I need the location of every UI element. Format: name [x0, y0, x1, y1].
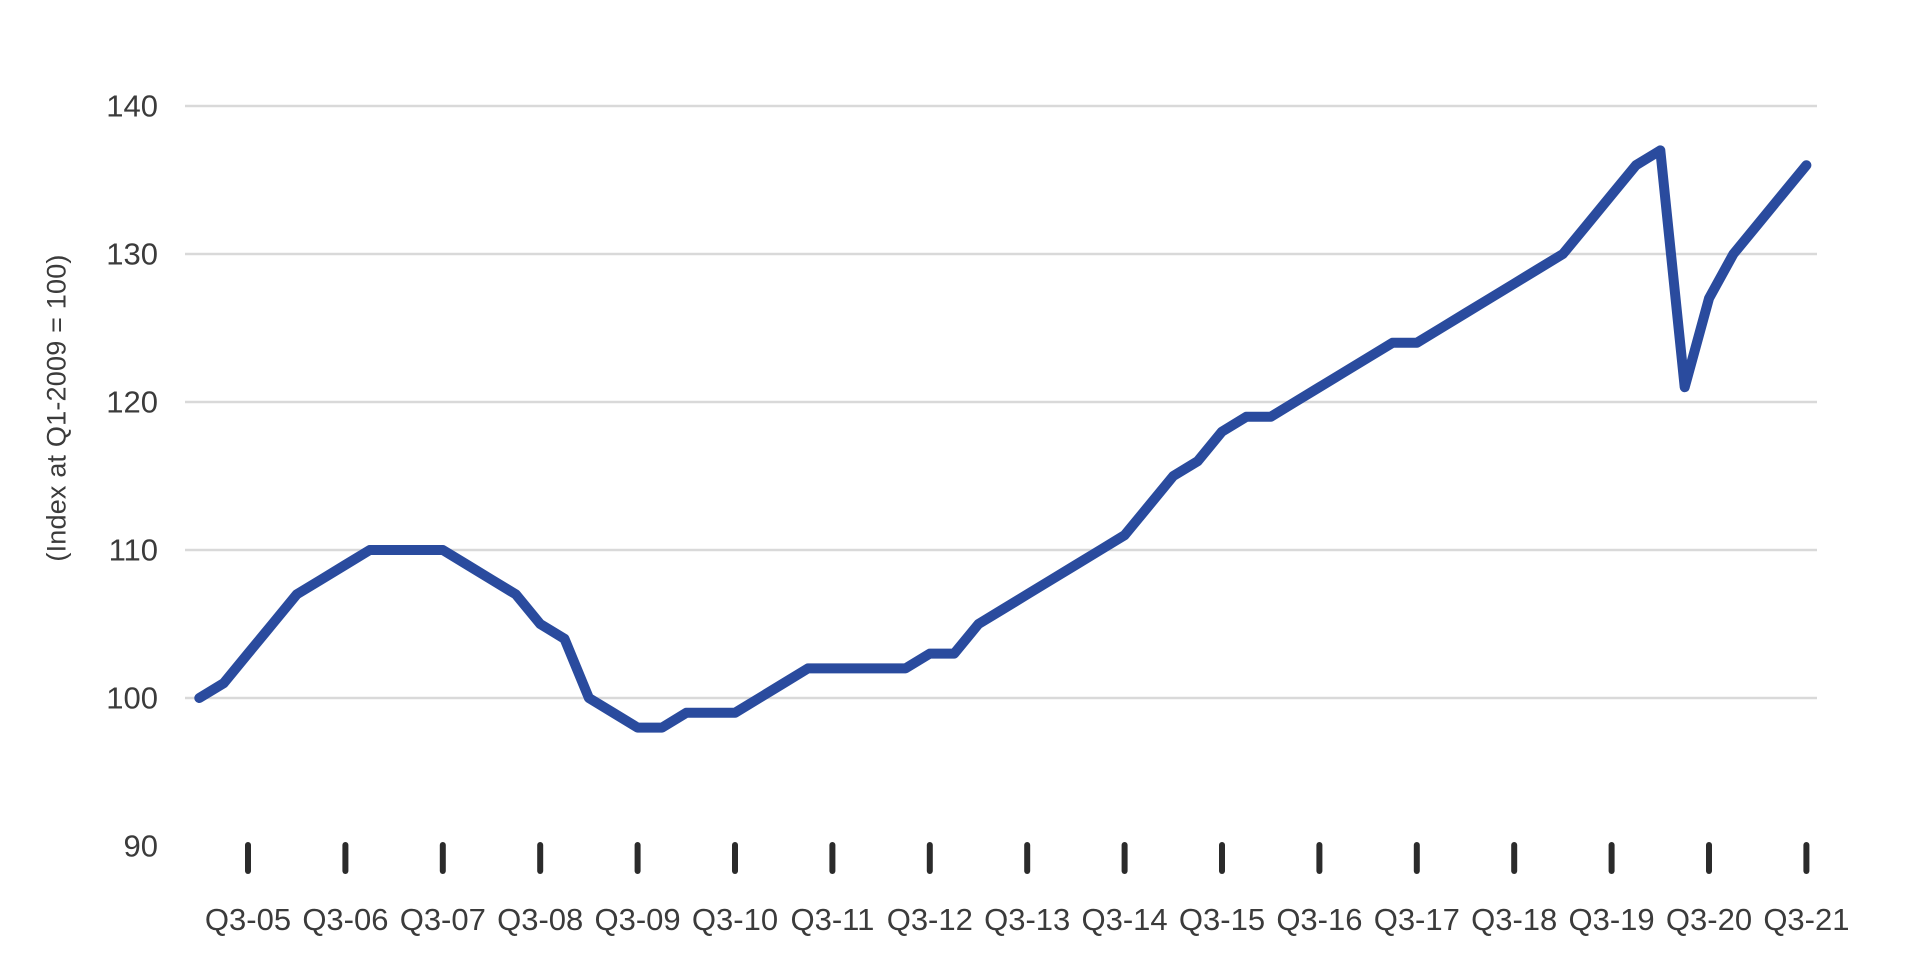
- x-tick-label: Q3-07: [400, 902, 486, 937]
- x-tick-label: Q3-19: [1569, 902, 1655, 937]
- x-tick-label: Q3-11: [790, 902, 874, 937]
- x-tick-label: Q3-14: [1082, 902, 1168, 937]
- y-tick-label: 90: [124, 829, 158, 864]
- y-tick-label: 110: [109, 533, 158, 568]
- x-tick-label: Q3-16: [1276, 902, 1362, 937]
- x-tick-label: Q3-09: [595, 902, 681, 937]
- x-tick-label: Q3-08: [497, 902, 583, 937]
- y-tick-label: 120: [106, 385, 158, 420]
- x-tick-label: Q3-17: [1374, 902, 1460, 937]
- y-tick-label: 140: [106, 89, 158, 124]
- x-tick-label: Q3-05: [205, 902, 291, 937]
- x-tick-label: Q3-21: [1763, 902, 1849, 937]
- x-tick-label: Q3-12: [887, 902, 973, 937]
- x-tick-label: Q3-10: [692, 902, 778, 937]
- y-tick-label: 130: [106, 237, 158, 272]
- x-tick-label: Q3-18: [1471, 902, 1557, 937]
- x-tick-label: Q3-13: [984, 902, 1070, 937]
- x-tick-label: Q3-20: [1666, 902, 1752, 937]
- y-tick-label: 100: [106, 681, 158, 716]
- x-tick-label: Q3-06: [302, 902, 388, 937]
- x-tick-label: Q3-15: [1179, 902, 1265, 937]
- index-data-line: [194, 145, 1812, 733]
